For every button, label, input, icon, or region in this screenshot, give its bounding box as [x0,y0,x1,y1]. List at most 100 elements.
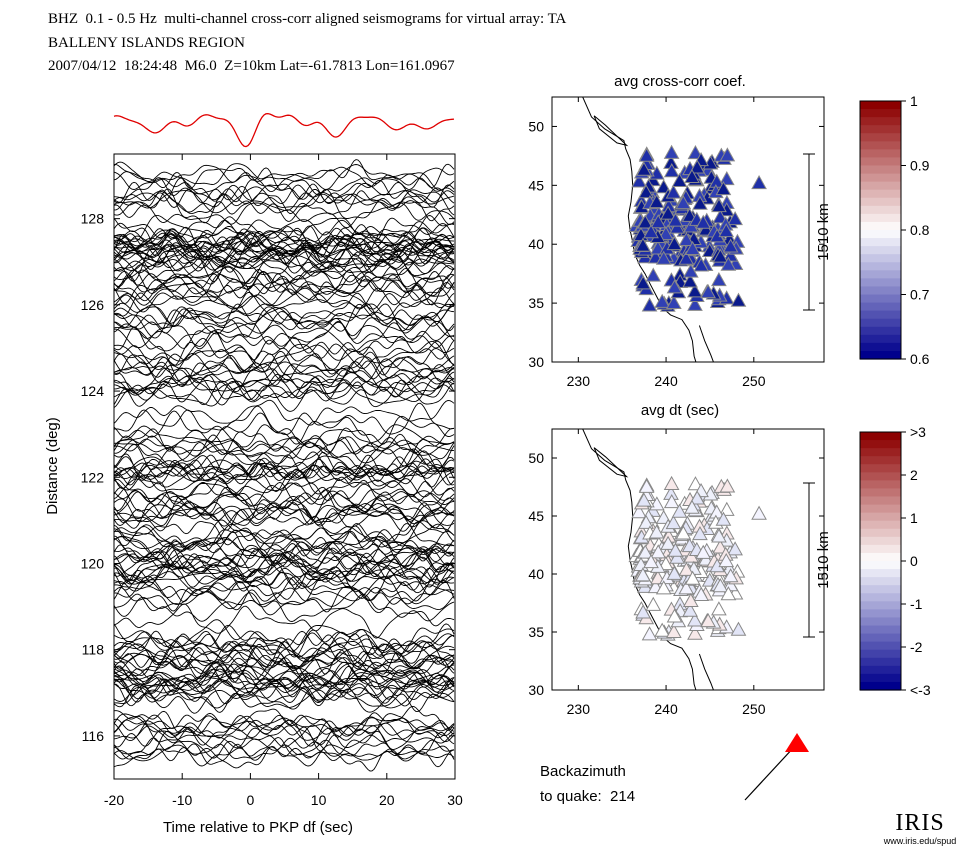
seismogram-trace [114,373,455,396]
seismogram-trace [114,677,455,707]
station-triangle-icon [660,535,676,550]
seismogram-trace [114,565,455,592]
seismogram-trace [114,374,455,408]
seismogram-trace [114,243,455,270]
seismogram-trace [114,504,455,532]
colorbar-cell [860,673,901,683]
station-triangle-icon [666,565,683,580]
seismogram-trace [114,228,455,253]
station-triangle-icon [686,283,703,298]
station-triangle-icon [638,147,655,162]
seismogram-trace [114,523,455,551]
seismogram-trace [114,502,455,531]
station-triangle-icon [669,219,686,234]
station-triangle-icon [712,209,729,224]
colorbar-cell [860,617,901,627]
coastline [593,447,629,478]
seismogram-trace [114,287,455,310]
seismogram-trace [114,410,455,445]
backazimuth-line [744,745,796,801]
seismogram-trace [114,668,455,691]
coastline [698,325,714,362]
station-triangle-icon [665,515,682,530]
seismogram-trace [114,424,455,455]
station-triangle-icon [682,592,699,607]
station-triangle-icon [663,163,680,178]
station-triangle-icon [635,604,651,619]
dt-map-x-ticks: 230 240 250 [567,429,766,717]
station-triangle-icon [637,544,654,559]
station-triangle-icon [666,608,683,623]
station-triangle-icon [643,554,659,569]
ccc-map-title: avg cross-corr coef. [614,73,746,90]
colorbar-cell [860,286,901,296]
station-triangle-icon [681,207,698,222]
seismogram-trace [114,664,455,695]
seismogram-trace [114,356,455,386]
colorbar-cell [860,488,901,498]
station-triangle-icon [638,478,655,493]
colorbar-cell [860,165,901,175]
seismogram-trace [114,338,455,370]
station-triangle-icon [678,580,695,595]
dt-map-y-ticks: 30 35 40 45 50 [528,450,824,698]
colorbar-cell [860,609,901,619]
station-triangle-icon [730,621,747,636]
figure-title-line3: 2007/04/12 18:24:48 M6.0 Z=10km Lat=-61.… [48,58,455,74]
colorbar-cell [860,278,901,288]
seismogram-trace [114,581,455,603]
station-triangle-icon [687,476,704,491]
seismogram-trace [114,181,455,208]
station-triangle-icon [648,524,665,539]
colorbar-cell [860,101,901,110]
map-y-tick-label: 50 [528,450,544,466]
colorbar-cell [860,633,901,643]
seismogram-trace [114,287,455,313]
station-triangle-icon [631,173,647,188]
seismogram-y-label: Distance (deg) [44,417,61,515]
colorbar-cell [860,464,901,473]
colorbar-cell [860,213,901,223]
station-triangle-icon [695,544,712,559]
seismogram-trace [114,245,455,272]
station-triangle-icon [635,275,651,290]
colorbar-tick-label: 0.9 [910,158,930,174]
seismogram-trace [114,177,455,208]
station-triangle-icon [715,511,732,526]
station-triangle-icon [693,586,710,601]
station-triangle-icon [687,625,703,640]
colorbar-cell [860,456,901,465]
station-triangle-icon [663,475,680,491]
seismogram-x-tick-label: 10 [311,792,327,808]
seismogram-trace [114,255,455,279]
seismogram-trace [114,307,455,331]
station-triangle-icon [665,294,682,310]
backazimuth-marker-icon [785,733,809,752]
dt-map-scale-bar: 1510 km [803,482,832,638]
dt-map-axes-box [551,428,825,691]
colorbar-cell [860,133,901,142]
backazimuth-value: to quake: 214 [540,788,636,805]
colorbar-cell [860,472,901,481]
colorbar-cell [860,302,901,312]
seismogram-trace [114,189,455,222]
seismogram-trace [114,463,455,489]
station-triangle-icon [681,537,698,553]
colorbar-cell [860,657,901,667]
colorbar-cell [860,270,901,279]
ccc-map-scale-label: 1510 km [815,203,832,261]
stack-beam-line [113,112,455,148]
colorbar-cell [860,649,901,659]
seismogram-trace [114,434,455,471]
seismogram-trace [114,715,455,739]
colorbar-tick-label: 1 [910,93,918,109]
station-triangle-icon [720,256,737,271]
station-triangle-icon [658,226,674,241]
colorbar-cell [860,496,901,506]
colorbar-tick-label: 0.7 [910,287,930,303]
station-triangle-icon [695,214,712,229]
seismogram-trace [114,321,455,350]
ccc-map-stations [628,144,767,312]
station-triangle-icon [678,561,695,576]
iris-logo-url: www.iris.edu/spud [883,836,957,846]
